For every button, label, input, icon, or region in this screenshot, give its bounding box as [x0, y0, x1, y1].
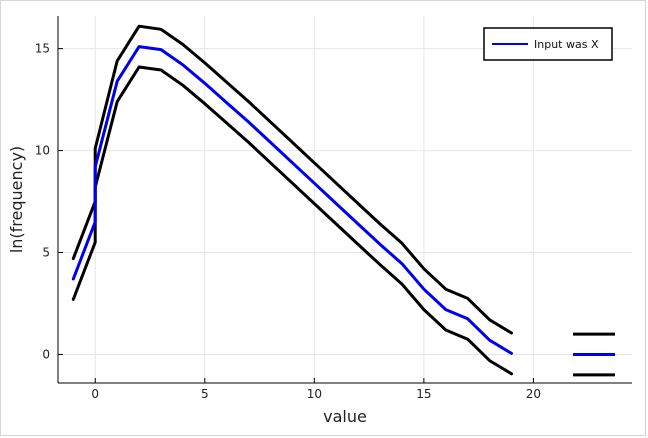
grid-lines [58, 16, 632, 383]
x-tick-label: 0 [91, 387, 99, 401]
series-line-input-was-x [71, 45, 513, 355]
y-axis-label: ln(frequency) [7, 146, 26, 253]
legend: Input was X [483, 27, 613, 61]
bound-line [71, 24, 513, 335]
y-tick-label: 0 [42, 347, 50, 361]
y-tick-label: 5 [42, 246, 50, 260]
x-tick-label: 15 [416, 387, 431, 401]
axes [57, 16, 632, 384]
y-tick-label: 10 [35, 144, 50, 158]
tick-labels: 0 5 10 15 20 0 5 10 15 [35, 42, 541, 401]
x-tick-label: 10 [307, 387, 322, 401]
bound-line [71, 65, 513, 376]
x-axis-label: value [323, 407, 367, 426]
x-tick-label: 20 [526, 387, 541, 401]
legend-label: Input was X [534, 38, 599, 51]
y-tick-label: 15 [35, 42, 50, 56]
x-tick-label: 5 [201, 387, 209, 401]
plot-area [71, 24, 615, 377]
